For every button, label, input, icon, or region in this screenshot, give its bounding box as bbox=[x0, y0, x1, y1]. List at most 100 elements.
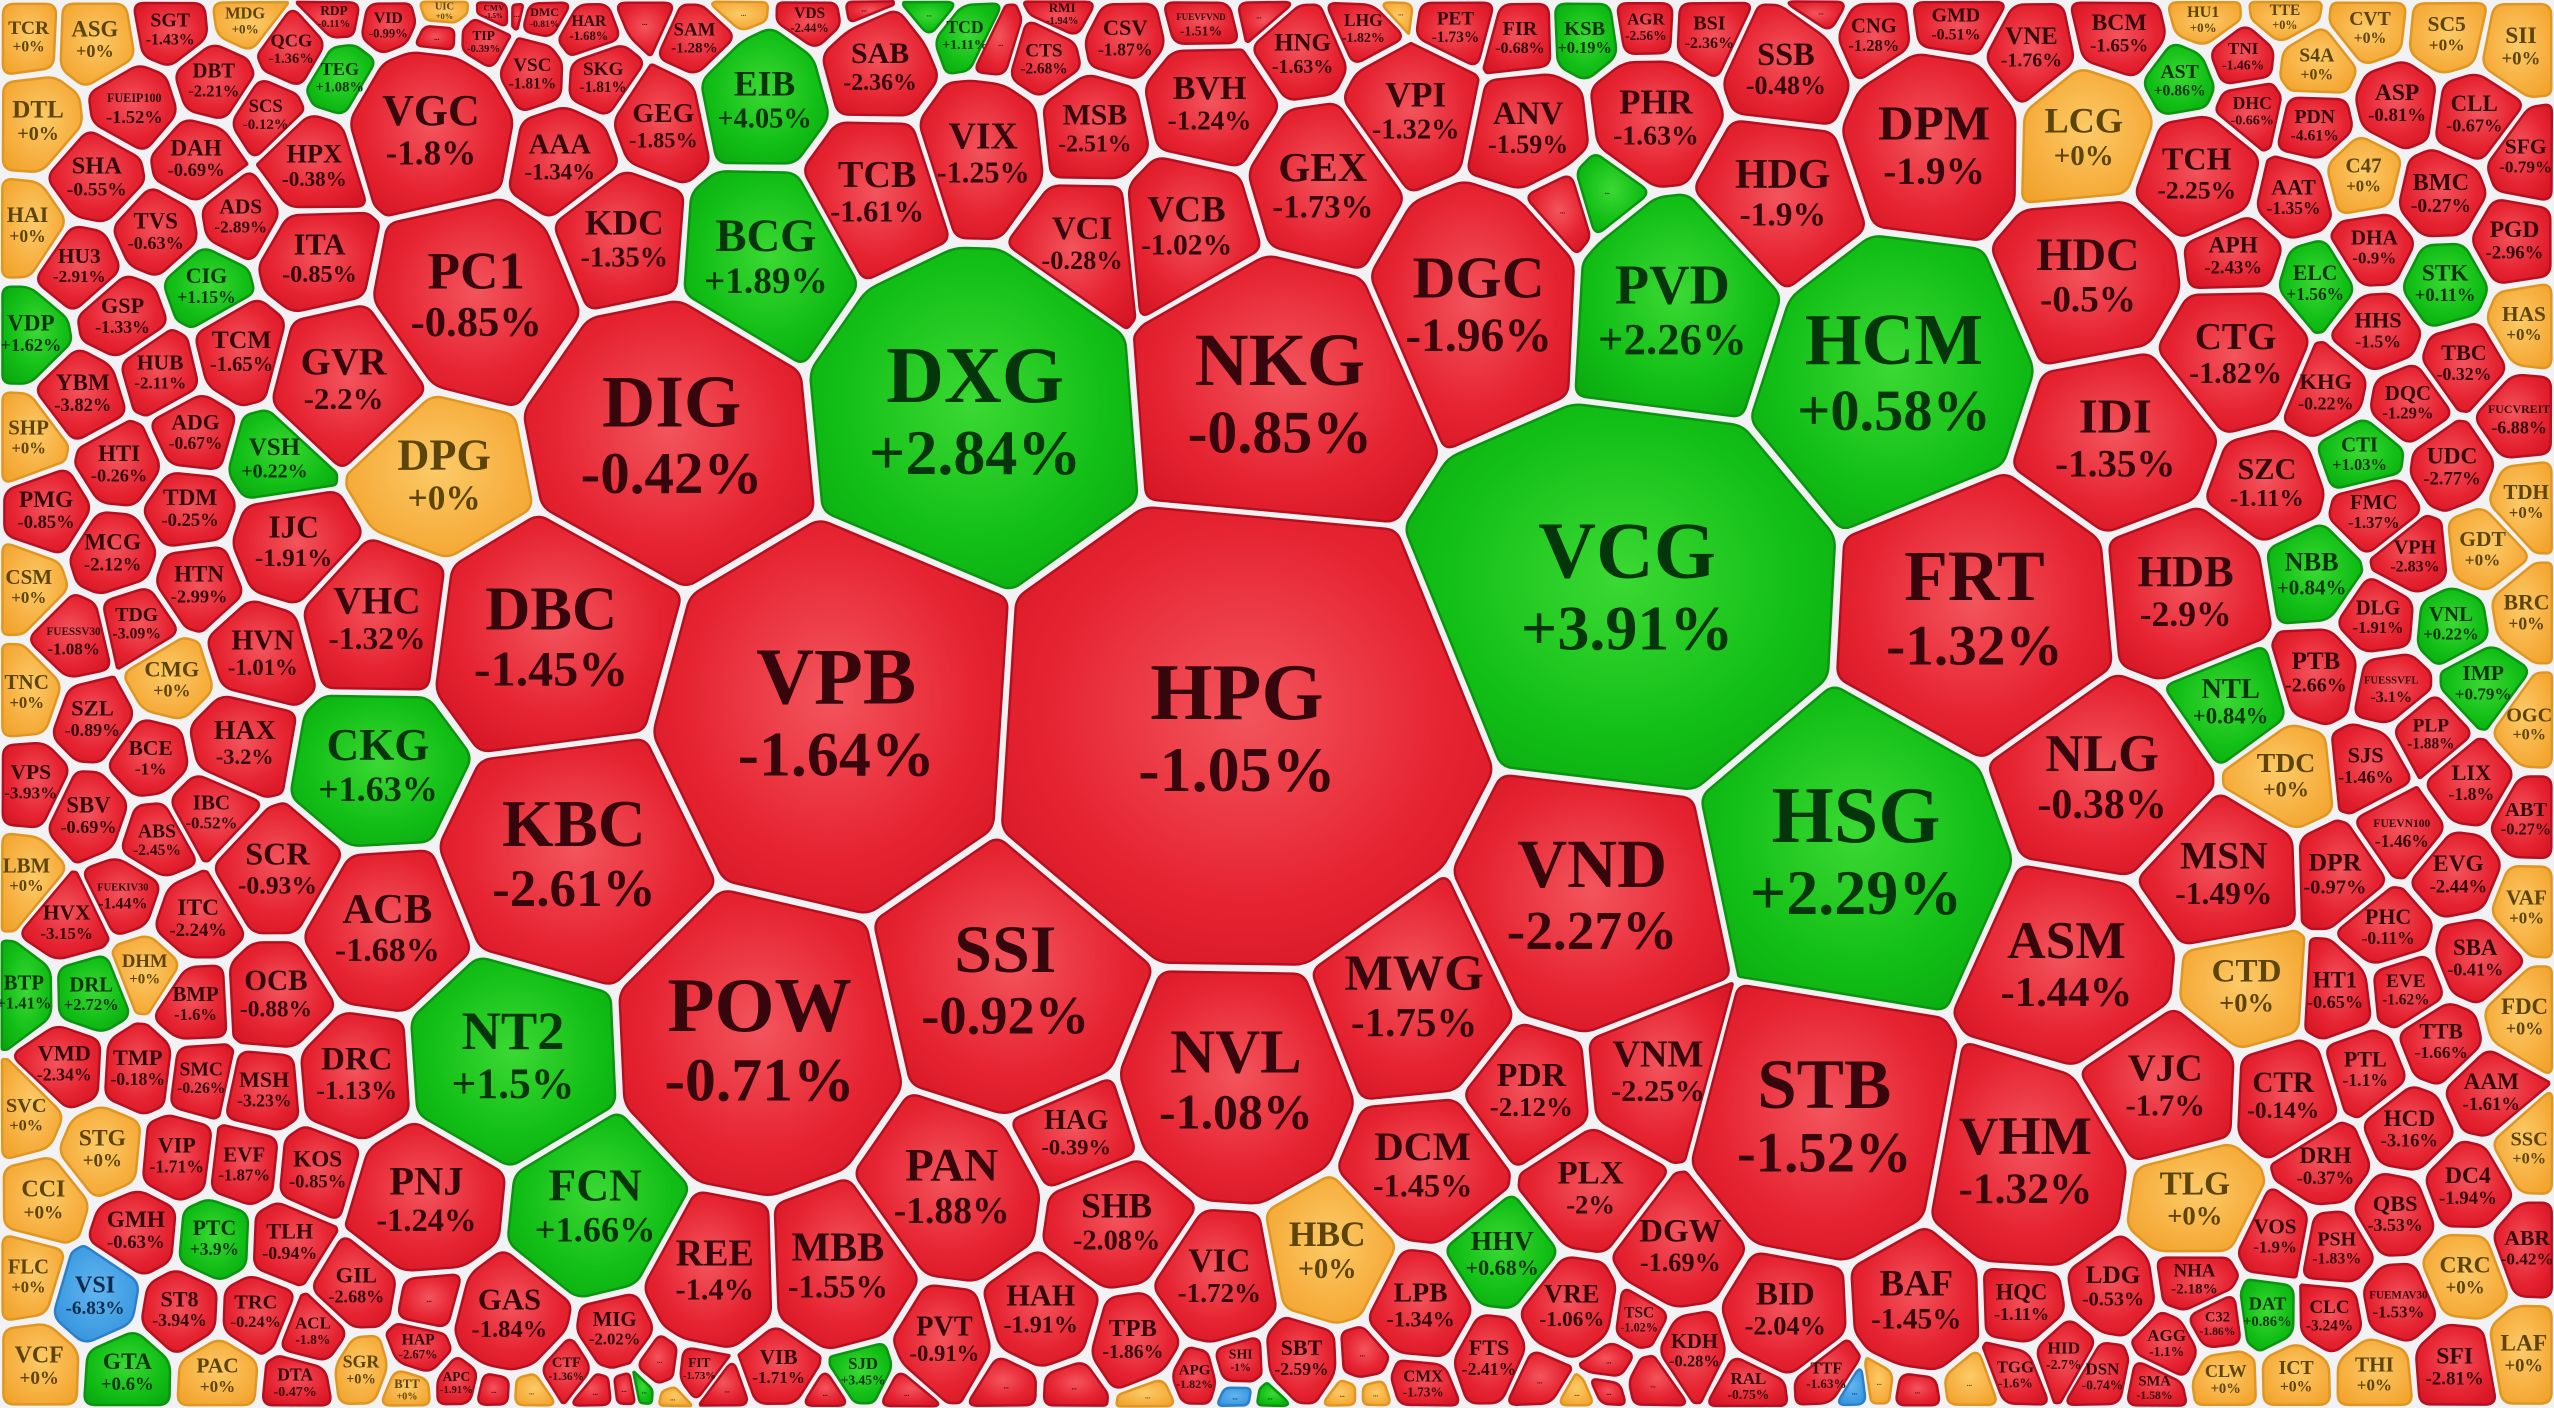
cell-shape[interactable] bbox=[983, 1251, 1099, 1367]
cell-VID[interactable]: VID -0.99% bbox=[361, 2, 417, 54]
cell-micro-322[interactable]: ... bbox=[1323, 1379, 1357, 1407]
cell-shape[interactable] bbox=[108, 719, 189, 797]
cell-shape[interactable] bbox=[1, 285, 73, 385]
cell-shape[interactable] bbox=[1008, 184, 1137, 330]
cell-SZC[interactable]: SZC -1.11% bbox=[2206, 429, 2325, 541]
cell-shape[interactable] bbox=[1793, 1339, 1861, 1406]
cell-micro-320[interactable]: ... bbox=[1217, 1386, 1252, 1407]
cell-shape[interactable] bbox=[1723, 3, 1850, 125]
cell-TMP[interactable]: TMP -0.18% bbox=[104, 1022, 172, 1115]
cell-shape[interactable] bbox=[1850, 1228, 1980, 1371]
cell-DAT[interactable]: DAT +0.86% bbox=[2239, 1278, 2295, 1352]
cell-shape[interactable] bbox=[13, 1025, 102, 1109]
cell-shape[interactable] bbox=[1382, 1, 1414, 35]
cell-STK[interactable]: STK +0.11% bbox=[2403, 242, 2488, 327]
cell-TLG[interactable]: TLG +0% bbox=[2126, 1143, 2266, 1253]
cell-shape[interactable] bbox=[975, 3, 1023, 76]
cell-shape[interactable] bbox=[2472, 199, 2552, 284]
cell-shape[interactable] bbox=[1695, 120, 1865, 288]
cell-shape[interactable] bbox=[52, 675, 134, 764]
cell-shape[interactable] bbox=[2168, 0, 2242, 45]
cell-shape[interactable] bbox=[295, 0, 360, 39]
cell-CKG[interactable]: CKG +1.63% bbox=[290, 694, 471, 847]
cell-shape[interactable] bbox=[232, 490, 362, 604]
cell-shape[interactable] bbox=[809, 246, 1139, 590]
cell-shape[interactable] bbox=[290, 694, 471, 847]
cell-shape[interactable] bbox=[1628, 1354, 1687, 1407]
cell-shape[interactable] bbox=[2298, 819, 2386, 931]
cell-shape[interactable] bbox=[523, 1, 570, 37]
cell-PAC[interactable]: PAC +0% bbox=[176, 1339, 259, 1407]
cell-CMX[interactable]: CMX -1.73% bbox=[1390, 1359, 1460, 1407]
cell-shape[interactable] bbox=[568, 45, 644, 115]
cell-shape[interactable] bbox=[178, 1199, 250, 1280]
cell-LAF[interactable]: LAF +0% bbox=[2489, 1304, 2553, 1405]
cell-shape[interactable] bbox=[171, 775, 261, 863]
cell-shape[interactable] bbox=[613, 63, 710, 184]
cell-shape[interactable] bbox=[1590, 60, 1724, 188]
cell-shape[interactable] bbox=[475, 1, 509, 27]
cell-FUEVFVND[interactable]: FUEVFVND -1.51% bbox=[1164, 1, 1239, 45]
cell-shape[interactable] bbox=[2206, 429, 2325, 541]
cell-MSH[interactable]: MSH -3.23% bbox=[226, 1050, 300, 1131]
cell-shape[interactable] bbox=[2215, 82, 2282, 152]
cell-shape[interactable] bbox=[499, 37, 564, 111]
cell-shape[interactable] bbox=[1012, 1079, 1135, 1187]
cell-shape[interactable] bbox=[1986, 2, 2075, 103]
cell-shape[interactable] bbox=[2021, 69, 2153, 204]
cell-shape[interactable] bbox=[2482, 2, 2553, 98]
cell-shape[interactable] bbox=[737, 1327, 822, 1405]
cell-shape[interactable] bbox=[2330, 213, 2414, 287]
cell-shape[interactable] bbox=[121, 329, 199, 417]
cell-SBT[interactable]: SBT -2.59% bbox=[1266, 1316, 1337, 1405]
cell-shape[interactable] bbox=[882, 1372, 940, 1408]
cell-shape[interactable] bbox=[2158, 292, 2309, 433]
cell-shape[interactable] bbox=[1340, 1326, 1390, 1378]
cell-shape[interactable] bbox=[2067, 1235, 2155, 1337]
cell-shape[interactable] bbox=[2191, 1350, 2257, 1407]
cell-shape[interactable] bbox=[1517, 1128, 1667, 1253]
cell-shape[interactable] bbox=[253, 1202, 339, 1287]
cell-BCM[interactable]: BCM -1.65% bbox=[2070, 1, 2166, 77]
cell-shape[interactable] bbox=[2354, 1172, 2435, 1257]
cell-ANV[interactable]: ANV -1.59% bbox=[1467, 73, 1589, 189]
cell-shape[interactable] bbox=[397, 1273, 461, 1327]
cell-shape[interactable] bbox=[711, 0, 769, 31]
cell-shape[interactable] bbox=[508, 107, 618, 217]
cell-shape[interactable] bbox=[2409, 419, 2495, 512]
cell-shape[interactable] bbox=[207, 600, 316, 706]
cell-BMC[interactable]: BMC -0.27% bbox=[2398, 149, 2487, 238]
cell-shape[interactable] bbox=[350, 51, 514, 217]
cell-shape[interactable] bbox=[845, 0, 896, 23]
cell-shape[interactable] bbox=[1119, 970, 1354, 1205]
cell-shape[interactable] bbox=[1215, 1337, 1263, 1383]
cell-shape[interactable] bbox=[2304, 937, 2372, 1040]
cell-shape[interactable] bbox=[2261, 1344, 2331, 1407]
cell-shape[interactable] bbox=[2354, 653, 2433, 724]
cell-shape[interactable] bbox=[334, 1334, 388, 1405]
cell-shape[interactable] bbox=[2439, 646, 2529, 731]
cell-shape[interactable] bbox=[21, 870, 110, 960]
cell-shape[interactable] bbox=[2279, 28, 2357, 94]
cell-shape[interactable] bbox=[2283, 341, 2367, 437]
cell-shape[interactable] bbox=[2239, 1278, 2295, 1352]
cell-shape[interactable] bbox=[104, 1022, 172, 1115]
cell-shape[interactable] bbox=[0, 939, 53, 1052]
cell-PTC[interactable]: PTC +3.9% bbox=[178, 1199, 250, 1280]
cell-shape[interactable] bbox=[935, 2, 1001, 75]
cell-EVF[interactable]: EVF -1.87% bbox=[210, 1124, 278, 1206]
cell-shape[interactable] bbox=[2326, 1029, 2406, 1119]
cell-shape[interactable] bbox=[141, 1270, 218, 1353]
cell-shape[interactable] bbox=[2435, 918, 2524, 1004]
cell-shape[interactable] bbox=[638, 1335, 678, 1384]
cell-shape[interactable] bbox=[1508, 1351, 1573, 1406]
cell-shape[interactable] bbox=[103, 588, 177, 670]
cell-shape[interactable] bbox=[2338, 578, 2414, 653]
cell-shape[interactable] bbox=[2, 1157, 89, 1244]
cell-shape[interactable] bbox=[195, 299, 285, 407]
cell-shape[interactable] bbox=[133, 1, 208, 66]
cell-SFI[interactable]: SFI -2.81% bbox=[2415, 1323, 2497, 1406]
cell-shape[interactable] bbox=[381, 1370, 431, 1407]
cell-BAF[interactable]: BAF -1.45% bbox=[1850, 1228, 1980, 1371]
cell-shape[interactable] bbox=[1390, 1359, 1460, 1407]
